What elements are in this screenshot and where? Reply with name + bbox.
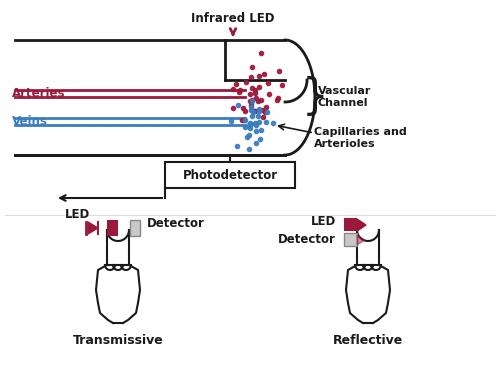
Text: Detector: Detector — [147, 216, 205, 229]
FancyBboxPatch shape — [107, 220, 118, 236]
FancyBboxPatch shape — [344, 233, 357, 246]
FancyBboxPatch shape — [344, 218, 357, 231]
Text: Vascular
Channel: Vascular Channel — [318, 86, 372, 108]
FancyBboxPatch shape — [165, 162, 295, 188]
Text: Transmissive: Transmissive — [72, 333, 164, 346]
Text: Veins: Veins — [12, 115, 48, 128]
Polygon shape — [88, 222, 98, 234]
Text: Photodetector: Photodetector — [182, 168, 278, 182]
Polygon shape — [357, 219, 366, 231]
Text: Capillaries and
Arterioles: Capillaries and Arterioles — [314, 127, 407, 149]
Text: Detector: Detector — [278, 232, 336, 246]
Text: Arteries: Arteries — [12, 87, 66, 100]
Text: LED: LED — [311, 215, 336, 228]
Polygon shape — [357, 235, 365, 245]
Text: Infrared LED: Infrared LED — [191, 11, 275, 24]
FancyBboxPatch shape — [130, 220, 140, 236]
Text: LED: LED — [66, 208, 90, 221]
Text: }: } — [302, 76, 328, 118]
Text: Reflective: Reflective — [333, 333, 403, 346]
